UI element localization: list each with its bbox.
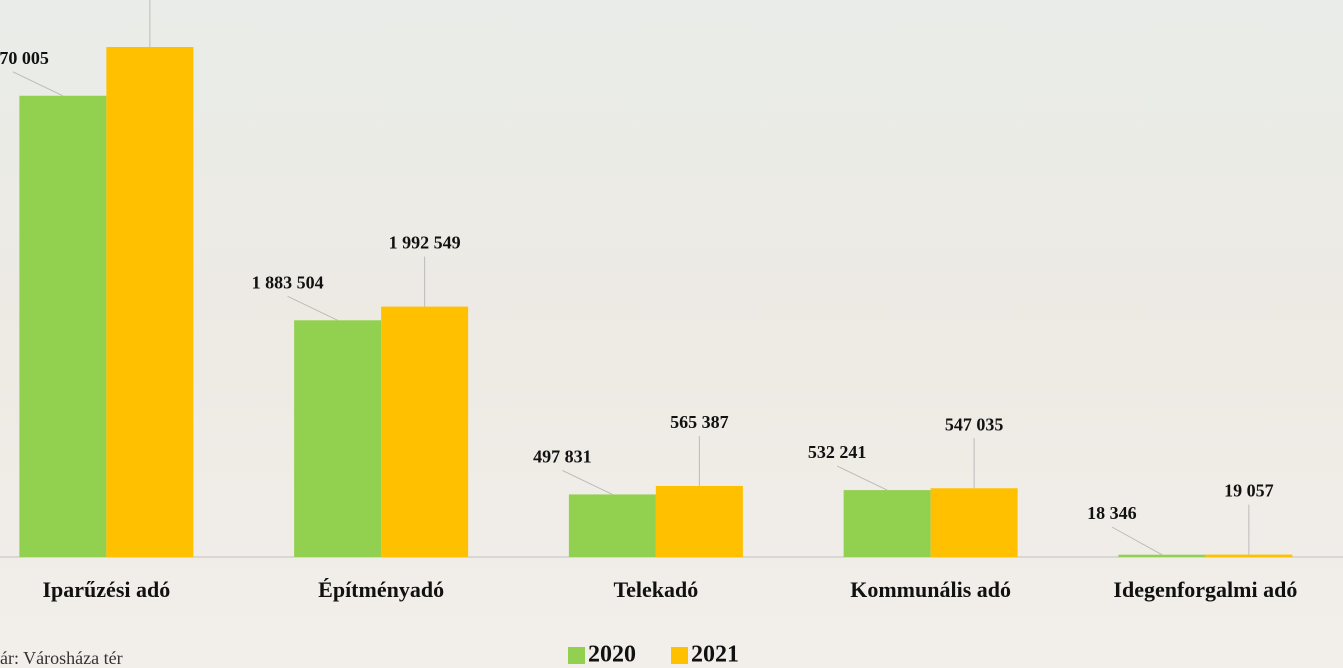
- x-tick-label: Építményadó: [318, 577, 444, 602]
- value-label: 547 035: [945, 414, 1004, 434]
- x-tick-label: Telekadó: [613, 577, 698, 602]
- bar: [106, 47, 193, 557]
- legend-label: 2020: [588, 642, 636, 668]
- value-label: 532 241: [808, 442, 867, 462]
- bar: [931, 488, 1018, 557]
- bar: [844, 490, 931, 557]
- value-label: 19 057: [1224, 481, 1274, 501]
- x-tick-label: Iparűzési adó: [43, 577, 171, 602]
- bar: [569, 494, 656, 557]
- x-tick-label: Idegenforgalmi adó: [1113, 577, 1297, 602]
- bar: [19, 96, 106, 557]
- value-label: 3 670 005: [0, 48, 49, 68]
- leader-line: [288, 296, 338, 320]
- bar: [294, 320, 381, 557]
- x-tick-label: Kommunális adó: [850, 577, 1011, 602]
- leader-line: [13, 72, 63, 96]
- bar: [1118, 555, 1205, 557]
- legend-swatch: [671, 647, 688, 664]
- value-label: 1 883 504: [252, 272, 324, 292]
- value-label: 565 387: [670, 412, 729, 432]
- leader-line: [1112, 527, 1162, 555]
- leader-line: [562, 470, 612, 494]
- value-label: 18 346: [1087, 503, 1137, 523]
- leader-line: [837, 466, 887, 490]
- value-label: 497 831: [533, 447, 592, 467]
- photo-caption: ár: Városháza tér: [0, 648, 123, 668]
- bar: [381, 307, 468, 557]
- legend-label: 2021: [691, 642, 739, 668]
- chart: ár: Városháza tér Iparűzési adó 3 670 005…: [0, 0, 1343, 668]
- bar: [656, 486, 743, 557]
- bar: [1205, 555, 1292, 557]
- value-label: 1 992 549: [389, 233, 461, 253]
- legend-swatch: [568, 647, 585, 664]
